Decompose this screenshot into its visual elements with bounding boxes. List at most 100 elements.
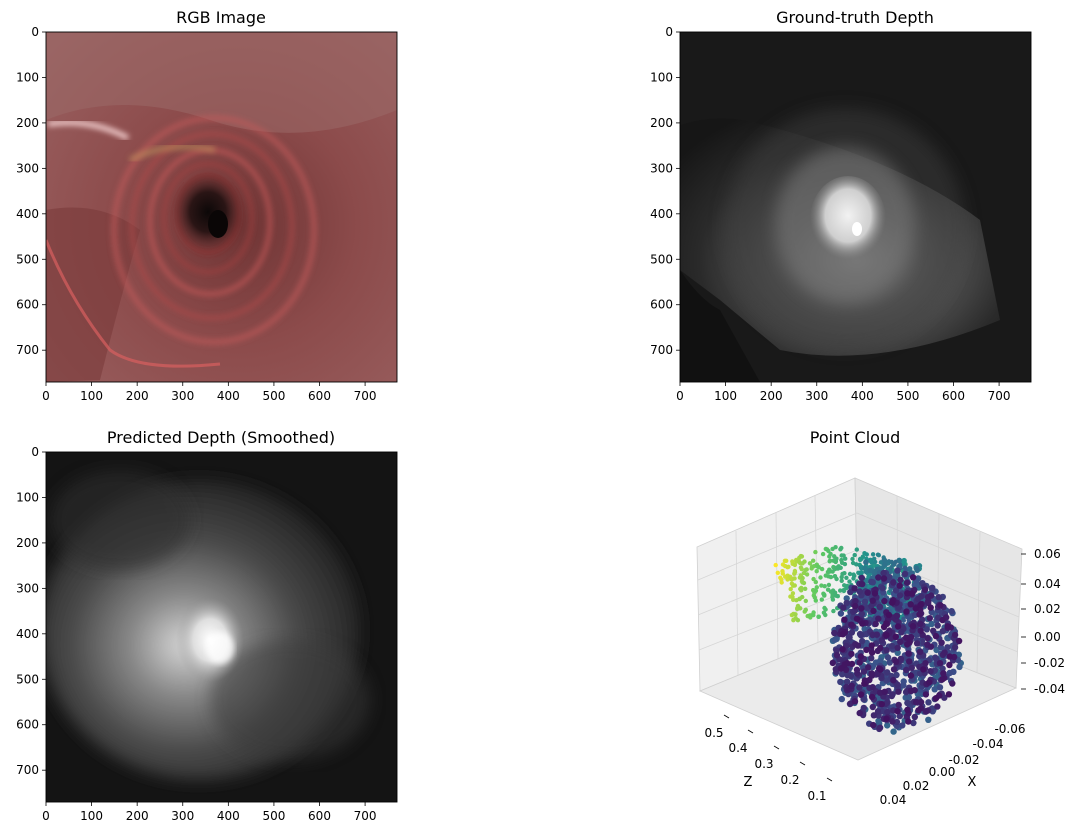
gt-y-tick-label: 200 bbox=[650, 116, 673, 130]
point-cloud-point bbox=[819, 566, 825, 572]
point-cloud-point bbox=[804, 567, 809, 572]
pc-x-tick-label: -0.04 bbox=[972, 737, 1003, 751]
point-cloud-point bbox=[917, 620, 924, 627]
point-cloud-point bbox=[852, 597, 859, 605]
point-cloud-point bbox=[905, 650, 912, 657]
point-cloud-point bbox=[906, 566, 913, 572]
point-cloud-point bbox=[888, 588, 893, 593]
point-cloud-point bbox=[837, 678, 844, 686]
point-cloud-point bbox=[863, 559, 869, 565]
predicted-depth-panel: Predicted Depth (Smoothed) 0 100 200 300 400… bbox=[16, 428, 398, 823]
point-cloud-point bbox=[948, 608, 955, 615]
point-cloud-point bbox=[802, 559, 807, 564]
point-cloud-point bbox=[828, 551, 833, 557]
point-cloud-point bbox=[873, 631, 880, 638]
pc-z-tick-mark bbox=[826, 777, 833, 782]
rgb-x-tick-label: 200 bbox=[126, 389, 149, 403]
point-cloud-point bbox=[847, 571, 853, 577]
rgb-x-ticks: 0 100 200 300 400 500 600 700 bbox=[42, 31, 398, 403]
point-cloud-point bbox=[811, 610, 816, 615]
point-cloud-point bbox=[799, 554, 805, 559]
point-cloud-point bbox=[845, 583, 850, 589]
point-cloud-point bbox=[834, 576, 839, 582]
point-cloud-point bbox=[875, 615, 882, 622]
point-cloud-point bbox=[888, 692, 895, 700]
point-cloud-point bbox=[896, 712, 903, 720]
point-cloud-point bbox=[798, 606, 803, 611]
point-cloud-point bbox=[894, 649, 901, 656]
pc-z-tick-label: 0.3 bbox=[754, 757, 773, 771]
point-cloud-point bbox=[813, 588, 819, 593]
point-cloud-point bbox=[911, 713, 918, 721]
point-cloud-point bbox=[847, 672, 854, 680]
point-cloud-point bbox=[848, 682, 855, 689]
point-cloud-point bbox=[934, 703, 941, 710]
point-cloud-point bbox=[876, 603, 884, 610]
point-cloud-point bbox=[853, 615, 861, 622]
point-cloud-point bbox=[927, 592, 935, 599]
ground-truth-depth-panel: Ground-truth Depth 0 100 200 300 400 500 600 70… bbox=[650, 8, 1032, 403]
point-cloud-point bbox=[922, 660, 929, 667]
point-cloud-point bbox=[884, 654, 892, 661]
pd-y-tick-label: 600 bbox=[16, 718, 39, 732]
point-cloud-point bbox=[926, 679, 933, 686]
point-cloud-point bbox=[898, 629, 905, 636]
point-cloud-point bbox=[853, 666, 861, 673]
point-cloud-point bbox=[813, 598, 818, 603]
point-cloud-point bbox=[870, 721, 877, 729]
point-cloud-point bbox=[858, 610, 866, 618]
point-cloud-point bbox=[818, 575, 823, 580]
point-cloud-point bbox=[886, 573, 893, 581]
point-cloud-point bbox=[860, 668, 868, 675]
gt-y-tick-label: 100 bbox=[650, 70, 673, 84]
point-cloud-scatter bbox=[773, 545, 964, 735]
rgb-y-tick-label: 300 bbox=[16, 161, 39, 175]
point-cloud-point bbox=[822, 593, 827, 598]
point-cloud-point bbox=[831, 629, 838, 637]
point-cloud-point bbox=[864, 552, 869, 557]
point-cloud-point bbox=[893, 559, 898, 564]
point-cloud-point bbox=[885, 611, 893, 619]
point-cloud-point bbox=[903, 579, 911, 586]
point-cloud-point bbox=[940, 670, 947, 677]
point-cloud-point bbox=[848, 650, 855, 658]
point-cloud-point bbox=[792, 570, 798, 575]
rgb-y-tick-label: 200 bbox=[16, 116, 39, 130]
ground-truth-depth-title: Ground-truth Depth bbox=[776, 8, 934, 27]
point-cloud-point bbox=[807, 561, 813, 566]
point-cloud-point bbox=[913, 699, 920, 706]
point-cloud-point bbox=[838, 565, 843, 570]
point-cloud-point bbox=[880, 569, 887, 577]
z-axis-label: Z bbox=[744, 775, 753, 790]
pc-vertical-tick-label: -0.04 bbox=[1034, 682, 1065, 696]
point-cloud-point bbox=[899, 722, 906, 729]
point-cloud-point bbox=[938, 639, 945, 646]
point-cloud-point bbox=[860, 704, 867, 712]
point-cloud-point bbox=[904, 706, 911, 713]
point-cloud-point bbox=[856, 588, 863, 595]
point-cloud-point bbox=[908, 664, 915, 671]
point-cloud-point bbox=[901, 570, 909, 578]
point-cloud-point bbox=[861, 680, 868, 687]
point-cloud-point bbox=[914, 595, 922, 602]
point-cloud-point bbox=[897, 638, 904, 645]
pc-z-tick-label: 0.1 bbox=[807, 789, 826, 803]
point-cloud-point bbox=[859, 580, 866, 588]
point-cloud-point bbox=[854, 547, 859, 552]
pc-x-tick-label: -0.02 bbox=[948, 753, 979, 767]
gt-x-tick-label: 400 bbox=[851, 389, 874, 403]
rgb-y-ticks: 0 100 200 300 400 500 600 700 bbox=[16, 25, 46, 357]
point-cloud-point bbox=[908, 590, 916, 597]
point-cloud-point bbox=[927, 643, 935, 650]
point-cloud-point bbox=[857, 653, 864, 660]
point-cloud-point bbox=[872, 620, 879, 628]
point-cloud-point bbox=[868, 642, 875, 649]
pc-z-tick-mark bbox=[747, 729, 754, 734]
pd-y-ticks: 0 100 200 300 400 500 600 700 bbox=[16, 445, 46, 777]
gt-y-ticks: 0 100 200 300 400 500 600 700 bbox=[650, 25, 680, 357]
point-cloud-point bbox=[775, 570, 780, 575]
point-cloud-point bbox=[827, 558, 833, 563]
point-cloud-point bbox=[823, 612, 828, 618]
point-cloud-point bbox=[939, 616, 946, 624]
point-cloud-point bbox=[894, 623, 902, 630]
